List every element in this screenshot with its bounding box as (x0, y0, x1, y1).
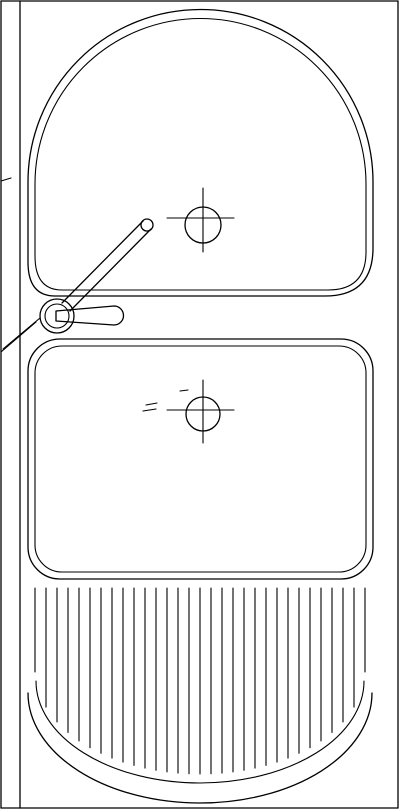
upper-bowl-outer-rim (27, 8, 374, 297)
upper-bowl (27, 8, 374, 297)
faucet-base-outer (39, 298, 75, 334)
lower-bowl-inner-rim (34, 345, 367, 573)
faucet-supply-line-b (0, 321, 37, 353)
lower-bowl (27, 338, 374, 580)
drainboard-grooves (34, 587, 366, 775)
upper-drain-icon (166, 187, 235, 253)
faucet-base-inner (44, 303, 70, 329)
faucet-spout-edge-lower (69, 228, 152, 312)
faucet-handle-lever (55, 305, 125, 326)
faucet-spout-edge-upper (61, 220, 144, 304)
faucet (0, 177, 154, 353)
drainboard-inner-edge (35, 680, 365, 784)
frame (0, 0, 399, 809)
edge-tick-mark (0, 177, 12, 182)
faucet-spout-tip (140, 218, 154, 232)
upper-bowl-inner-rim (34, 18, 367, 291)
drainboard (27, 587, 373, 804)
drainboard-outer-edge (27, 692, 373, 804)
lower-drain-marks (142, 389, 189, 412)
lower-bowl-outer-rim (27, 338, 374, 580)
lower-drain-icon (166, 379, 235, 444)
